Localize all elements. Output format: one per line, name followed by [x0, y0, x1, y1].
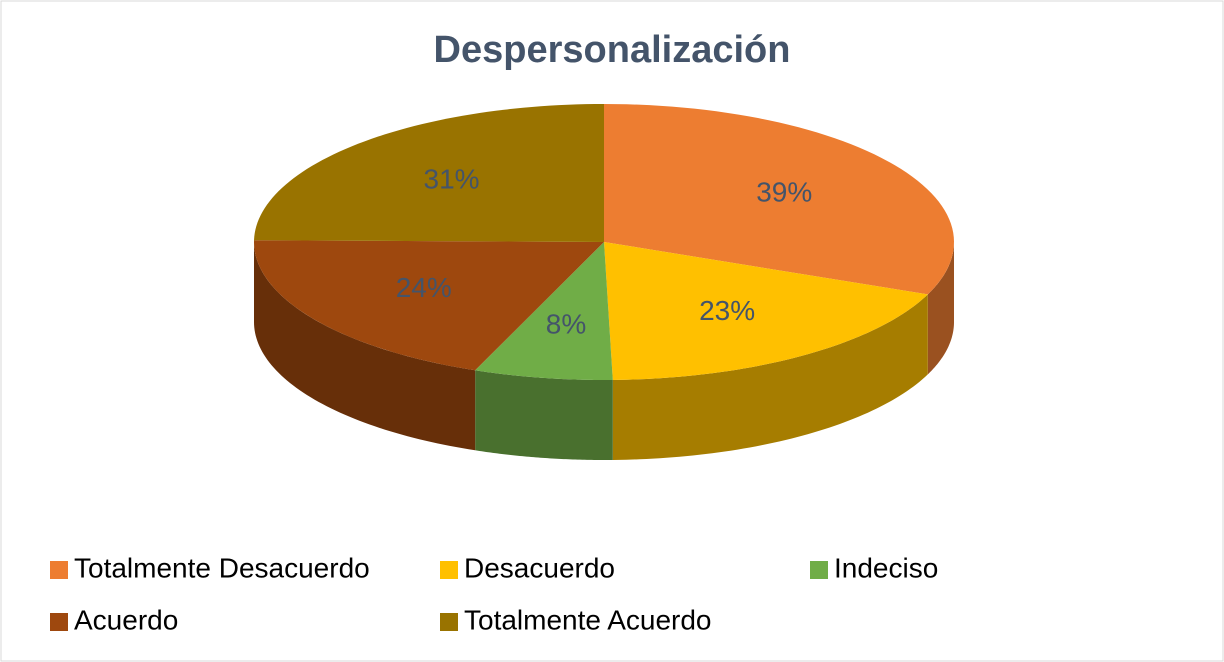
legend-label: Totalmente Acuerdo [464, 604, 712, 635]
legend-swatch [440, 613, 458, 631]
slice-side [254, 242, 476, 451]
legend-label: Indeciso [834, 552, 938, 583]
data-label: 8% [546, 309, 586, 340]
slice [254, 240, 604, 371]
slice-side [612, 294, 928, 460]
data-label: 23% [699, 295, 755, 326]
slice [254, 104, 604, 242]
legend-label: Acuerdo [74, 604, 178, 635]
slice-side [927, 242, 954, 375]
slice [604, 104, 954, 295]
chart-title: Despersonalización [434, 29, 791, 71]
data-label: 24% [396, 272, 452, 303]
legend-label: Desacuerdo [464, 552, 615, 583]
legend-swatch [50, 613, 68, 631]
legend-label: Totalmente Desacuerdo [74, 552, 370, 583]
slice-side [475, 370, 613, 460]
data-label: 39% [756, 177, 812, 208]
legend-swatch [440, 561, 458, 579]
legend-swatch [810, 561, 828, 579]
data-label: 31% [424, 164, 480, 195]
legend-swatch [50, 561, 68, 579]
slice [475, 242, 613, 380]
slice [604, 242, 928, 380]
